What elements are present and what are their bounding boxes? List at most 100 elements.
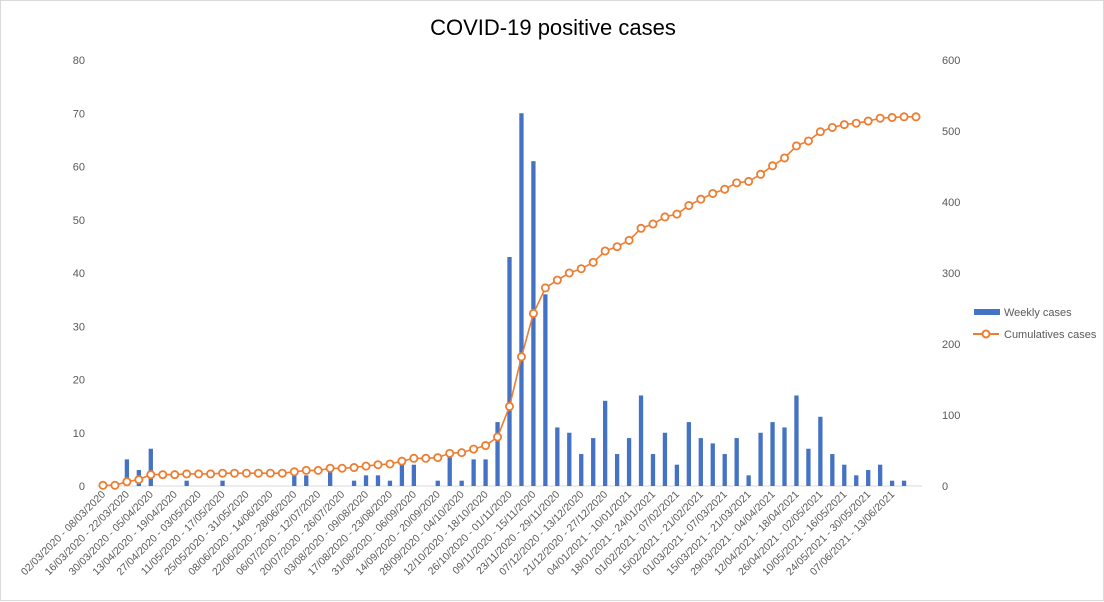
cumulative-point (600, 246, 610, 256)
weekly-bar (304, 475, 309, 486)
cumulative-point (624, 235, 634, 245)
left-tick-label: 50 (73, 215, 85, 227)
cumulative-point (720, 184, 730, 194)
cumulative-point (863, 116, 873, 126)
weekly-bar (519, 113, 524, 486)
cumulative-point (98, 480, 108, 490)
weekly-bar (435, 480, 440, 486)
weekly-bar (543, 294, 548, 486)
cumulative-point (911, 112, 921, 122)
cumulative-point (289, 467, 299, 477)
legend-cumulative-swatch-marker (981, 329, 991, 339)
cumulative-point (887, 113, 897, 123)
cumulative-point (206, 469, 216, 479)
cumulative-point (493, 432, 503, 442)
cumulative-point (122, 477, 132, 487)
weekly-bar (830, 454, 835, 486)
cumulative-point (253, 468, 263, 478)
right-tick-label: 600 (942, 55, 960, 67)
right-axis-ticks: 0 100 200 300 400 500 600 (942, 55, 960, 493)
weekly-bar (220, 480, 225, 486)
cumulative-point (540, 283, 550, 293)
cumulative-point (445, 448, 455, 458)
weekly-bar (722, 454, 727, 486)
weekly-bar (148, 448, 153, 486)
cumulative-point (768, 161, 778, 171)
cumulative-point (684, 201, 694, 211)
weekly-bar (531, 161, 536, 487)
weekly-bar (758, 432, 763, 486)
right-tick-label: 400 (942, 197, 960, 209)
weekly-bar (351, 480, 357, 486)
weekly-bar (901, 480, 907, 486)
cumulative-point (827, 122, 837, 132)
cumulative-point (218, 468, 228, 478)
cumulative-point (194, 469, 204, 479)
left-tick-label: 70 (73, 108, 85, 120)
cumulative-point (672, 209, 682, 219)
weekly-bar (889, 480, 895, 486)
legend-cumulative-label: Cumulatives cases (1004, 329, 1097, 341)
cumulative-point (265, 468, 275, 478)
cumulative-point (158, 470, 168, 480)
cumulative-point (732, 178, 742, 188)
weekly-bar (579, 454, 584, 486)
cumulative-point (373, 460, 383, 470)
left-tick-label: 20 (73, 375, 85, 387)
cumulative-point (504, 401, 514, 411)
cumulative-point (385, 459, 395, 469)
legend: Weekly cases Cumulatives cases (973, 307, 1097, 341)
weekly-bar (471, 459, 476, 486)
cumulative-point (349, 463, 359, 473)
weekly-bar (638, 395, 644, 486)
left-tick-label: 30 (73, 321, 85, 333)
legend-weekly-swatch (974, 309, 1000, 315)
cumulative-point (708, 188, 718, 198)
cumulative-point (696, 194, 706, 204)
cumulative-point (433, 453, 443, 463)
weekly-bar (459, 480, 464, 486)
right-tick-label: 200 (942, 339, 960, 351)
cumulative-point (313, 465, 323, 475)
weekly-bar (614, 454, 620, 486)
weekly-bar (674, 464, 680, 486)
weekly-bar (184, 480, 189, 486)
weekly-bar (854, 475, 859, 486)
weekly-bar (698, 438, 703, 486)
weekly-bar (447, 454, 452, 486)
cumulative-point (803, 136, 813, 146)
weekly-bar (495, 422, 500, 486)
cumulative-point (361, 461, 371, 471)
weekly-bar (878, 464, 883, 486)
left-axis-ticks: 0 10 20 30 40 50 60 70 80 (73, 55, 85, 493)
cumulative-point (409, 453, 419, 463)
weekly-bar (483, 459, 488, 486)
weekly-bar (818, 416, 823, 486)
weekly-bar (650, 454, 656, 486)
right-tick-label: 300 (942, 268, 960, 280)
weekly-bar (746, 475, 751, 486)
cumulative-point (110, 480, 120, 490)
weekly-bar (411, 464, 416, 486)
weekly-bar (555, 427, 560, 486)
weekly-bar (782, 427, 787, 486)
weekly-bar (567, 432, 572, 486)
weekly-bar (626, 438, 632, 486)
left-tick-label: 60 (73, 162, 85, 174)
cumulative-point (791, 141, 801, 151)
weekly-bar (328, 470, 333, 486)
weekly-bar (507, 257, 512, 486)
cumulative-point (564, 268, 574, 278)
weekly-cases-bars (124, 113, 907, 487)
cumulative-point (421, 453, 431, 463)
right-tick-label: 100 (942, 410, 960, 422)
left-tick-label: 40 (73, 268, 85, 280)
weekly-bar (387, 480, 393, 486)
weekly-bar (399, 464, 405, 486)
cumulative-point (516, 352, 526, 362)
right-tick-label: 0 (942, 481, 948, 493)
cumulative-point (756, 169, 766, 179)
right-tick-label: 500 (942, 126, 960, 138)
